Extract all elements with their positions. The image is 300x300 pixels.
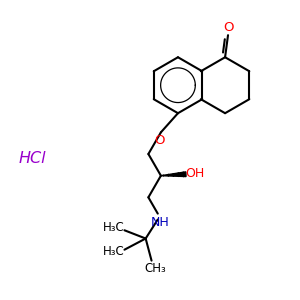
Text: O: O <box>154 134 165 147</box>
Text: CH₃: CH₃ <box>144 262 166 275</box>
Text: OH: OH <box>185 167 204 180</box>
Text: HCl: HCl <box>18 151 46 166</box>
Polygon shape <box>161 172 186 177</box>
Text: H₃C: H₃C <box>102 245 124 258</box>
Text: NH: NH <box>151 216 169 229</box>
Text: H₃C: H₃C <box>102 221 124 234</box>
Text: O: O <box>223 21 233 34</box>
